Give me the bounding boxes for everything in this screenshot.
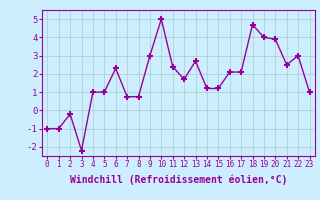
X-axis label: Windchill (Refroidissement éolien,°C): Windchill (Refroidissement éolien,°C) bbox=[70, 175, 287, 185]
